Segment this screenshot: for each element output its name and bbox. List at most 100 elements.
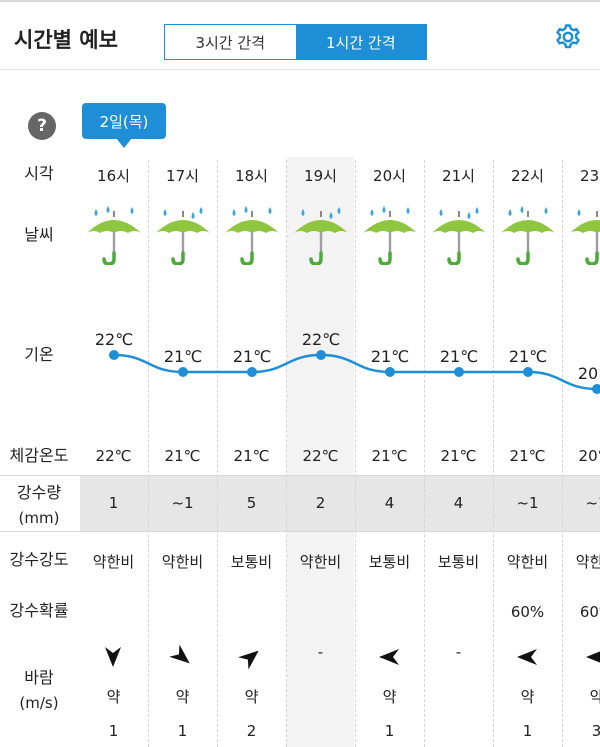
- tab-1-hour[interactable]: 1시간 간격: [295, 25, 426, 59]
- wind-strength: 약: [106, 688, 121, 706]
- rain-umbrella-icon: [363, 206, 417, 265]
- row-label-time: 시각: [24, 164, 54, 183]
- temperature-point: [178, 367, 188, 377]
- wind-arrow-icon: [517, 649, 537, 665]
- feels-like-value: 21℃: [509, 447, 546, 465]
- gear-icon[interactable]: [553, 22, 583, 52]
- precip-value: ~1: [516, 494, 539, 512]
- rain-umbrella-icon: [570, 209, 600, 265]
- hour-label: 18시: [235, 167, 268, 185]
- interval-toggle: 3시간 간격 1시간 간격: [164, 24, 427, 60]
- row-label-temp: 기온: [24, 345, 54, 364]
- precip-label-bg: [0, 475, 80, 532]
- wind-strength: 약: [244, 688, 259, 706]
- temperature-label: 21℃: [509, 347, 547, 366]
- temperature-point: [109, 350, 119, 360]
- intensity-value: 약한비: [299, 553, 342, 571]
- wind-arrow-icon: [105, 647, 121, 667]
- intensity-value: 약한비: [92, 553, 135, 571]
- probability-value: 60%: [579, 603, 600, 621]
- hour-label: 17시: [166, 167, 199, 185]
- hour-label: 19시: [304, 167, 337, 185]
- header: 시간별 예보 3시간 간격 1시간 간격: [0, 2, 600, 70]
- rain-umbrella-icon: [225, 206, 279, 265]
- temperature-point: [592, 384, 600, 394]
- feels-like-value: 21℃: [164, 447, 201, 465]
- column-divider: [493, 160, 494, 747]
- column-divider: [286, 160, 287, 747]
- wind-speed: 3: [591, 722, 600, 740]
- temperature-label: 21℃: [233, 347, 271, 366]
- wind-speed: 2: [246, 722, 257, 740]
- rain-umbrella-icon: [87, 206, 141, 265]
- feels-like-value: 22℃: [95, 447, 132, 465]
- intensity-value: 보통비: [230, 553, 273, 571]
- wind-strength: 약: [520, 688, 535, 706]
- rain-umbrella-icon: [156, 207, 210, 265]
- temperature-label: 21℃: [371, 347, 409, 366]
- wind-strength: 약: [382, 688, 397, 706]
- wind-arrow-icon: [586, 649, 600, 665]
- feels-like-value: 20℃: [578, 447, 600, 465]
- precip-value: 5: [246, 494, 257, 512]
- column-divider: [217, 160, 218, 747]
- wind-arrow-icon: [169, 644, 190, 664]
- top-divider: [0, 0, 600, 2]
- wind-arrow-icon: [379, 649, 399, 665]
- row-label-feels: 체감온도: [9, 446, 69, 465]
- wind-speed: 1: [108, 722, 119, 740]
- column-divider: [148, 160, 149, 747]
- feels-like-value: 21℃: [371, 447, 408, 465]
- feels-like-value: 22℃: [302, 447, 339, 465]
- precip-value: 2: [315, 494, 326, 512]
- precip-row-bg: [80, 475, 600, 532]
- intensity-value: 약한비: [161, 553, 204, 571]
- hour-label: 16시: [97, 167, 130, 185]
- rain-umbrella-icon: [294, 207, 348, 265]
- precip-value: 4: [384, 494, 395, 512]
- page-title: 시간별 예보: [14, 28, 118, 52]
- hour-label: 23시: [580, 167, 600, 185]
- wind-arrow-icon: [238, 650, 259, 670]
- column-divider: [424, 160, 425, 747]
- column-divider: [355, 160, 356, 747]
- date-bubble: 2일(목): [82, 103, 166, 148]
- precip-value: ~1: [171, 494, 194, 512]
- precip-value: 1: [108, 494, 119, 512]
- wind-speed: 1: [384, 722, 395, 740]
- row-label-weather: 날씨: [24, 225, 54, 244]
- temperature-point: [454, 367, 464, 377]
- temperature-point: [247, 367, 257, 377]
- row-label-precip-unit: (mm): [18, 509, 60, 527]
- column-divider: [562, 160, 563, 747]
- feels-like-value: 21℃: [233, 447, 270, 465]
- intensity-value: 보통비: [437, 553, 480, 571]
- hour-label: 20시: [373, 167, 406, 185]
- row-label-wind: 바람: [24, 668, 54, 687]
- wind-strength: 약: [175, 688, 190, 706]
- intensity-value: 약한비: [575, 553, 600, 571]
- row-label-wind-unit: (m/s): [19, 694, 59, 712]
- temperature-label: 22℃: [95, 330, 133, 349]
- row-label-intensity: 강수강도: [9, 550, 69, 569]
- probability-value: 60%: [510, 603, 545, 621]
- tab-3-hour[interactable]: 3시간 간격: [165, 25, 296, 59]
- temperature-label: 20℃: [578, 364, 600, 383]
- row-label-precip: 강수량: [16, 483, 62, 502]
- temperature-label: 21℃: [440, 347, 478, 366]
- help-icon[interactable]: ?: [28, 112, 56, 140]
- feels-like-value: 21℃: [440, 447, 477, 465]
- wind-speed: 1: [522, 722, 533, 740]
- precip-value: 4: [453, 494, 464, 512]
- intensity-value: 보통비: [368, 553, 411, 571]
- rain-umbrella-icon: [501, 206, 555, 265]
- hour-label: 21시: [442, 167, 475, 185]
- rain-umbrella-icon: [432, 207, 486, 265]
- temperature-label: 21℃: [164, 347, 202, 366]
- wind-none: -: [455, 643, 462, 661]
- wind-speed: 1: [177, 722, 188, 740]
- wind-strength: 약: [589, 688, 600, 706]
- precip-value: ~1: [585, 494, 600, 512]
- wind-none: -: [317, 643, 324, 661]
- temperature-point: [523, 367, 533, 377]
